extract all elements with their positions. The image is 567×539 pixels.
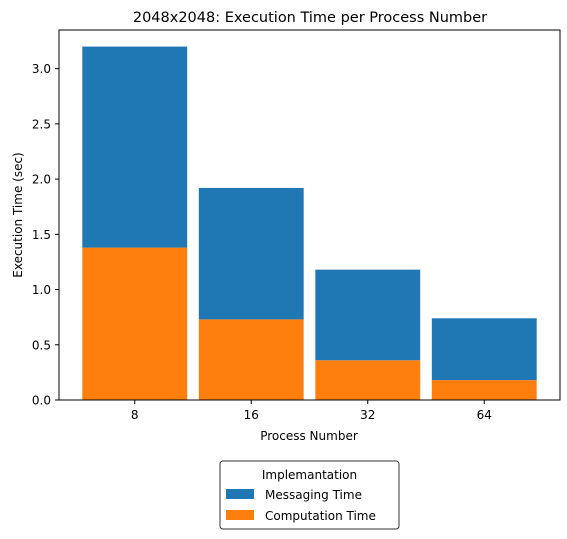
y-tick-label: 1.0	[32, 283, 51, 297]
legend-label-computation-time: Computation Time	[265, 509, 376, 523]
plot-frame	[58, 29, 561, 401]
bar-computation-time-32	[315, 360, 421, 400]
bar-messaging-time-64	[431, 318, 537, 381]
legend-title: Implemantation	[262, 468, 357, 482]
y-tick-label: 2.0	[32, 173, 51, 187]
x-axis: 8 16 32 64	[131, 400, 492, 422]
bar-computation-time-16	[198, 319, 304, 400]
legend-label-messaging-time: Messaging Time	[265, 488, 362, 502]
legend-swatch-computation-time	[226, 510, 254, 520]
bars-group	[82, 46, 537, 400]
x-axis-label: Process Number	[260, 429, 358, 443]
bar-messaging-time-16	[198, 187, 304, 320]
legend: Implemantation Messaging Time Computation…	[219, 460, 400, 530]
y-tick-label: 2.5	[32, 117, 51, 131]
bar-computation-time-8	[82, 247, 188, 400]
bar-messaging-time-8	[82, 46, 188, 248]
legend-swatch-messaging-time	[226, 489, 254, 499]
x-tick-label: 16	[244, 408, 259, 422]
y-axis: 0.0 0.5 1.0 1.5 2.0 2.5 3.0	[32, 62, 59, 408]
x-tick-label: 64	[477, 408, 492, 422]
chart-title: 2048x2048: Execution Time per Process Nu…	[133, 10, 487, 26]
bar-messaging-time-32	[315, 269, 421, 361]
y-tick-label: 0.0	[32, 394, 51, 408]
x-tick-label: 32	[360, 408, 375, 422]
y-tick-label: 3.0	[32, 62, 51, 76]
legend-frame	[219, 460, 400, 530]
y-tick-label: 1.5	[32, 228, 51, 242]
x-tick-label: 8	[131, 408, 139, 422]
y-axis-label: Execution Time (sec)	[11, 152, 25, 277]
y-tick-label: 0.5	[32, 338, 51, 352]
bar-computation-time-64	[431, 380, 537, 400]
